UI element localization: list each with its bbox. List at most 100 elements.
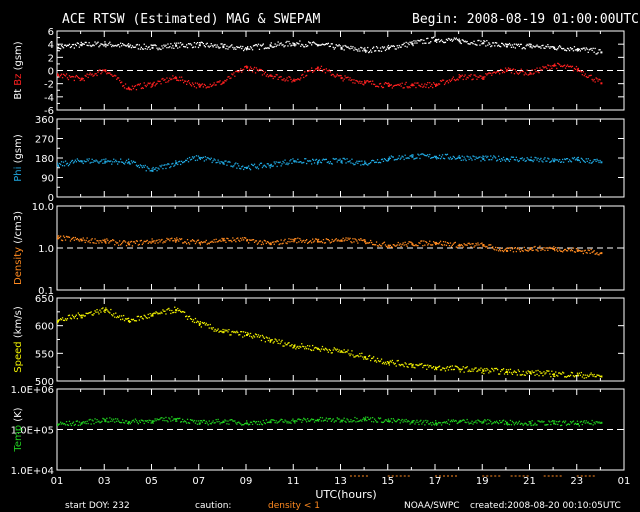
data-point	[342, 237, 344, 239]
data-point	[598, 421, 600, 423]
data-point	[67, 424, 70, 426]
data-point	[219, 239, 221, 241]
data-point	[395, 421, 397, 423]
data-point	[312, 418, 315, 421]
data-point	[287, 420, 289, 423]
data-point	[193, 419, 196, 422]
data-point	[98, 162, 100, 164]
data-point	[250, 47, 253, 49]
data-point	[528, 421, 530, 423]
data-point	[289, 241, 291, 243]
data-point	[512, 46, 515, 48]
data-point	[287, 241, 289, 243]
data-point-hourly	[175, 309, 178, 312]
data-point	[384, 82, 387, 84]
data-point	[497, 70, 499, 73]
data-point	[314, 43, 317, 45]
data-point	[392, 362, 394, 364]
data-point	[74, 423, 76, 426]
data-point-hourly	[435, 241, 437, 244]
data-point	[89, 312, 91, 314]
data-point	[376, 85, 379, 87]
data-point	[589, 423, 591, 425]
data-point	[488, 159, 490, 161]
data-point	[175, 76, 177, 78]
data-point	[340, 75, 342, 77]
data-point	[434, 155, 436, 157]
data-point	[122, 318, 124, 320]
data-point	[311, 44, 313, 46]
data-point	[240, 237, 242, 239]
data-point	[481, 242, 483, 244]
data-point	[281, 44, 283, 46]
data-point	[155, 240, 157, 242]
data-point	[214, 328, 216, 331]
data-point	[127, 158, 130, 160]
data-point	[229, 46, 231, 48]
data-point	[276, 44, 278, 46]
data-point	[373, 83, 375, 85]
data-point	[97, 161, 99, 163]
data-point	[332, 73, 334, 76]
data-point	[536, 424, 538, 426]
data-point	[72, 43, 75, 46]
data-point	[463, 156, 465, 158]
data-point	[223, 237, 225, 240]
y-tick-label-speed: 550	[35, 349, 54, 360]
data-point	[542, 375, 544, 377]
data-point	[252, 335, 255, 337]
data-point	[277, 342, 279, 344]
data-point	[490, 155, 492, 157]
data-point	[443, 41, 446, 44]
data-point	[66, 162, 69, 164]
data-point	[500, 160, 502, 162]
data-point	[99, 69, 101, 71]
data-point-hourly	[246, 334, 248, 336]
data-point	[163, 79, 165, 81]
data-point-hourly	[505, 158, 508, 160]
y-axis-label-part: Density	[13, 247, 24, 285]
data-point	[576, 372, 579, 374]
data-point	[339, 74, 341, 77]
data-point	[358, 356, 360, 358]
data-point	[566, 64, 569, 66]
data-point	[499, 420, 501, 422]
data-point	[421, 39, 423, 41]
data-point	[110, 308, 112, 311]
data-point	[179, 160, 181, 162]
data-point	[291, 419, 293, 422]
data-point	[429, 365, 431, 367]
data-point	[184, 420, 186, 422]
data-point	[170, 420, 172, 422]
data-point	[336, 348, 338, 350]
data-point	[405, 41, 407, 44]
data-point	[135, 164, 138, 166]
data-point	[196, 423, 199, 425]
data-point	[60, 73, 63, 75]
y-axis-label-speed: Speed (km/s)	[13, 306, 24, 373]
data-point	[504, 420, 507, 422]
data-point	[582, 71, 584, 73]
data-point	[424, 154, 426, 157]
data-point	[202, 156, 204, 158]
data-point	[441, 422, 444, 424]
data-point	[393, 363, 395, 365]
data-point	[263, 337, 265, 339]
data-point	[566, 47, 569, 49]
data-point	[210, 43, 212, 45]
data-point	[404, 83, 406, 85]
data-point	[407, 157, 409, 159]
data-point	[534, 374, 536, 376]
data-point	[233, 72, 235, 74]
data-point	[294, 238, 296, 240]
data-point	[271, 419, 273, 421]
data-point	[562, 65, 564, 68]
data-point	[360, 238, 362, 240]
data-point	[115, 312, 117, 314]
data-point	[411, 366, 413, 368]
data-point	[408, 86, 410, 88]
data-point	[489, 159, 491, 161]
data-point	[362, 239, 364, 242]
data-point	[512, 156, 515, 158]
data-point	[186, 83, 188, 85]
